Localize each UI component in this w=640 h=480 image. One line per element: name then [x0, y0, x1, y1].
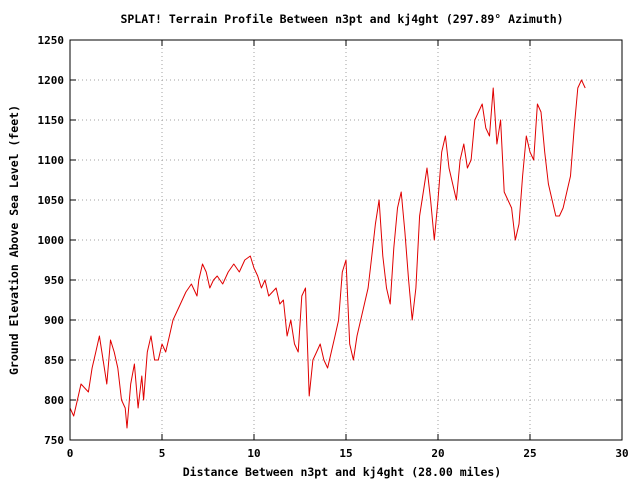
y-tick-label: 1000	[38, 234, 65, 247]
x-tick-label: 5	[159, 447, 166, 460]
y-tick-label: 850	[44, 354, 64, 367]
x-tick-label: 15	[339, 447, 352, 460]
chart-title: SPLAT! Terrain Profile Between n3pt and …	[120, 12, 563, 26]
x-tick-label: 25	[523, 447, 536, 460]
y-axis-label: Ground Elevation Above Sea Level (feet)	[7, 105, 21, 375]
y-tick-label: 1100	[38, 154, 65, 167]
series-layer	[69, 79, 586, 429]
y-tick-label: 750	[44, 434, 64, 447]
grid-lines	[70, 40, 622, 440]
y-tick-label: 1200	[38, 74, 65, 87]
x-axis-label: Distance Between n3pt and kj4ght (28.00 …	[183, 465, 502, 479]
x-tick-label: 0	[67, 447, 74, 460]
y-tick-label: 1150	[38, 114, 65, 127]
x-tick-label: 30	[615, 447, 628, 460]
x-tick-label: 10	[247, 447, 260, 460]
elevation-line	[69, 79, 586, 429]
y-tick-label: 1050	[38, 194, 65, 207]
axis-ticks: 750 800 850 900 950 1000 1050 1100 1150 1200 1250 0…	[38, 34, 629, 460]
y-tick-label: 900	[44, 314, 64, 327]
y-tick-label: 1250	[38, 34, 65, 47]
x-tick-label: 20	[431, 447, 444, 460]
y-tick-label: 800	[44, 394, 64, 407]
y-tick-label: 950	[44, 274, 64, 287]
